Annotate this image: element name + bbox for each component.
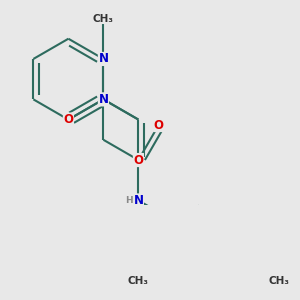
Text: CH₃: CH₃ [128, 276, 149, 286]
Text: H: H [125, 196, 133, 205]
Text: CH₃: CH₃ [268, 276, 289, 286]
Text: O: O [63, 113, 74, 126]
Text: O: O [134, 154, 143, 166]
Text: CH₃: CH₃ [93, 14, 114, 23]
Text: N: N [134, 194, 143, 207]
Text: N: N [98, 93, 108, 106]
Text: N: N [98, 52, 108, 65]
Text: O: O [154, 118, 164, 131]
